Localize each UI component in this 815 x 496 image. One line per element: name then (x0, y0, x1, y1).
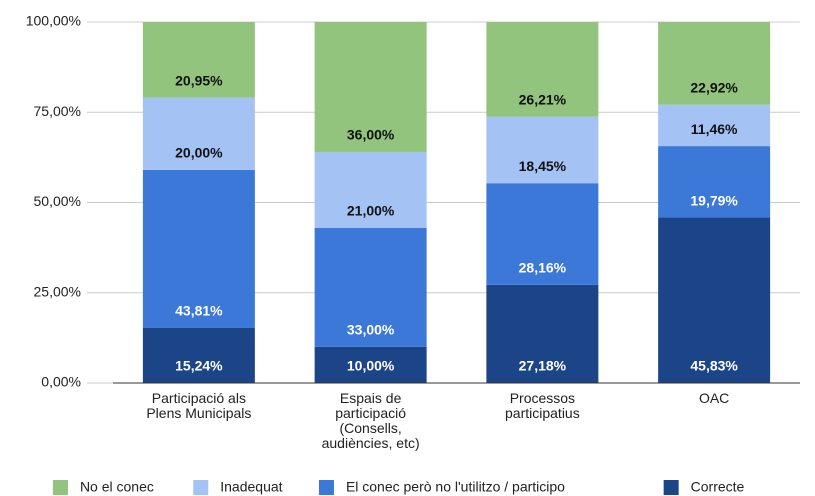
x-tick-label: Participació als Plens Municipals (146, 390, 251, 421)
data-label: 28,16% (519, 260, 567, 276)
legend-label: El conec però no l'utilitzo / participo (346, 479, 565, 495)
y-tick-label: 75,00% (34, 103, 81, 119)
y-tick-label: 0,00% (41, 374, 81, 390)
legend-swatch (52, 480, 68, 495)
bar-segment (314, 151, 427, 228)
data-label: 18,45% (519, 158, 567, 174)
data-label: 43,81% (175, 303, 223, 319)
data-label: 26,21% (519, 91, 567, 107)
bar-segment (142, 327, 255, 383)
legend-label: Inadequat (220, 479, 282, 495)
data-label: 45,83% (690, 358, 738, 374)
bar-segment (486, 116, 599, 184)
data-label: 20,95% (175, 72, 223, 88)
legend-swatch (318, 480, 334, 495)
legend-label: No el conec (80, 479, 154, 495)
data-label: 33,00% (347, 322, 395, 338)
bar-segment (314, 227, 427, 347)
bar-segment (142, 169, 255, 328)
bar-segment (658, 104, 771, 147)
legend-swatch (663, 480, 679, 495)
x-tick-label: Processos participatius (505, 390, 580, 421)
bar-segment (314, 346, 427, 383)
data-label: 11,46% (691, 121, 738, 137)
legend-label: Correcte (691, 479, 745, 495)
bar-segment (142, 22, 255, 98)
x-tick-label: Espais de participació (Consells, audièncie… (322, 390, 420, 451)
x-tick-label: OAC (699, 390, 729, 406)
bar-segment (314, 22, 427, 152)
data-label: 20,00% (175, 145, 223, 161)
data-label: 19,79% (690, 192, 738, 208)
bar-segment (658, 22, 771, 105)
data-label: 10,00% (347, 358, 395, 374)
bar-segment (658, 146, 771, 218)
bar-segment (486, 284, 599, 383)
bar-segment (142, 97, 255, 170)
data-label: 21,00% (347, 202, 395, 218)
y-tick-label: 25,00% (34, 283, 81, 299)
y-tick-label: 100,00% (26, 13, 81, 29)
legend-swatch (193, 480, 209, 495)
y-tick-label: 50,00% (34, 193, 81, 209)
bar-segment (658, 217, 771, 383)
data-label: 27,18% (519, 358, 567, 374)
data-label: 36,00% (347, 127, 395, 143)
data-label: 22,92% (690, 79, 738, 95)
bar-segment (486, 183, 599, 285)
data-label: 15,24% (175, 358, 223, 374)
bar-segment (486, 22, 599, 117)
